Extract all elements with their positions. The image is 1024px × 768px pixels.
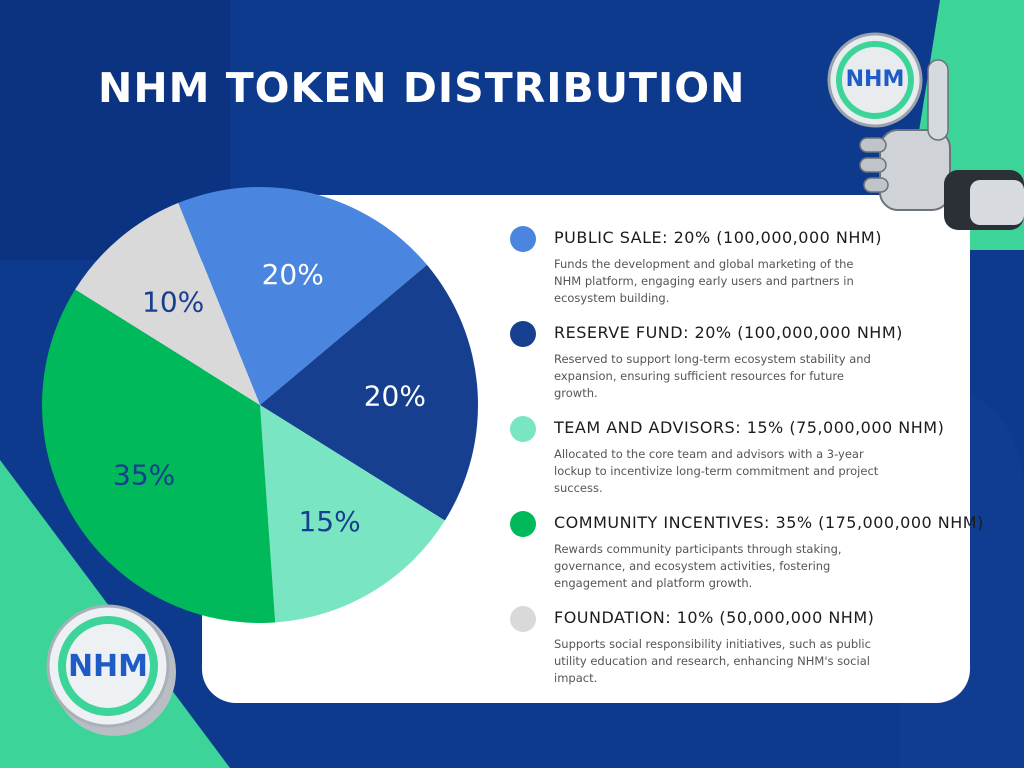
robot-hand-logo: NHM	[827, 32, 1024, 230]
pie-slice-community-incentives	[42, 289, 276, 623]
page-title: NHM TOKEN DISTRIBUTION	[98, 64, 746, 112]
legend-heading: PUBLIC SALE: 20% (100,000,000 NHM)	[554, 228, 882, 247]
legend-dot-foundation	[510, 606, 536, 632]
nhm-coin-logo-top: NHM	[827, 32, 923, 128]
legend-description: Rewards community participants through s…	[554, 542, 842, 590]
logo-text: NHM	[846, 67, 905, 92]
legend-dot-community-incentives	[510, 511, 536, 537]
legend-description: Allocated to the core team and advisors …	[554, 447, 879, 495]
pie-label: 35%	[113, 459, 175, 492]
nhm-coin-logo-bottom: NHM	[46, 604, 176, 736]
legend-heading: COMMUNITY INCENTIVES: 35% (175,000,000 N…	[554, 513, 984, 532]
legend-description: Supports social responsibility initiativ…	[554, 637, 871, 685]
legend-description: Reserved to support long-term ecosystem …	[554, 352, 871, 400]
legend-heading: FOUNDATION: 10% (50,000,000 NHM)	[554, 608, 875, 627]
pie-slice-public-sale	[178, 187, 427, 405]
legend-dot-reserve-fund	[510, 321, 536, 347]
logo-text: NHM	[68, 649, 148, 684]
pie-label: 20%	[262, 258, 324, 291]
legend-heading: TEAM AND ADVISORS: 15% (75,000,000 NHM)	[554, 418, 945, 437]
robot-hand-icon	[859, 59, 1024, 230]
pie-slice-reserve-fund	[260, 264, 478, 521]
pie-slice-team-and-advisors	[260, 405, 445, 623]
pie-slice-foundation	[75, 202, 260, 405]
legend-description: Funds the development and global marketi…	[554, 257, 854, 305]
legend-dot-public-sale	[510, 226, 536, 252]
pie-label: 10%	[142, 285, 204, 318]
legend-dot-team-advisors	[510, 416, 536, 442]
legend-heading: RESERVE FUND: 20% (100,000,000 NHM)	[554, 323, 903, 342]
pie-label: 15%	[298, 505, 360, 538]
pie-label: 20%	[364, 380, 426, 413]
